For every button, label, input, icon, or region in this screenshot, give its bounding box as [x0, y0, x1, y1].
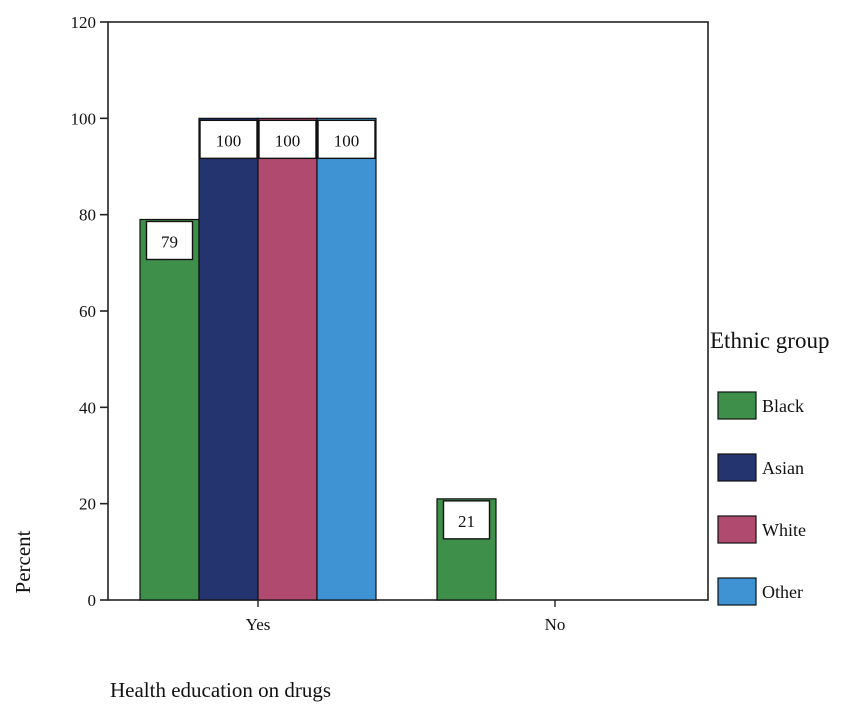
data-label: 79: [161, 232, 178, 251]
data-label: 100: [216, 131, 242, 150]
data-label-box: [258, 119, 317, 160]
y-tick-label: 20: [79, 495, 96, 514]
legend-swatch-white: [717, 515, 757, 544]
data-label: 21: [458, 512, 475, 531]
y-tick-label: 60: [79, 302, 96, 321]
x-tick-label: Yes: [246, 615, 271, 634]
x-tick-label: No: [545, 615, 566, 634]
bar-other: [316, 117, 377, 601]
y-tick-label: 80: [79, 206, 96, 225]
y-tick-label: 40: [79, 398, 96, 417]
bar-asian: [198, 117, 259, 601]
bar-black: [139, 218, 200, 601]
y-tick-label: 100: [71, 109, 97, 128]
data-label: 100: [275, 131, 301, 150]
legend-label-asian: Asian: [762, 458, 804, 478]
data-label-box: [317, 119, 376, 160]
legend-swatch-asian: [717, 453, 757, 482]
legend-swatch-other: [717, 577, 757, 606]
legend-label-black: Black: [762, 396, 804, 416]
data-label-box: [199, 119, 258, 160]
data-label: 100: [334, 131, 360, 150]
data-label-box: [442, 500, 491, 540]
legend-label-other: Other: [762, 582, 803, 602]
y-tick-label: 120: [71, 13, 97, 32]
data-label-box: [145, 220, 194, 261]
y-axis-title: Percent: [11, 530, 35, 593]
legend-title: Ethnic group: [710, 328, 829, 353]
legend-label-white: White: [762, 520, 806, 540]
legend: Black Asian White Other: [717, 391, 806, 606]
bar-white: [257, 117, 318, 601]
x-axis-title: Health education on drugs: [110, 678, 331, 702]
legend-swatch-black: [717, 391, 757, 420]
y-tick-label: 0: [88, 591, 97, 610]
